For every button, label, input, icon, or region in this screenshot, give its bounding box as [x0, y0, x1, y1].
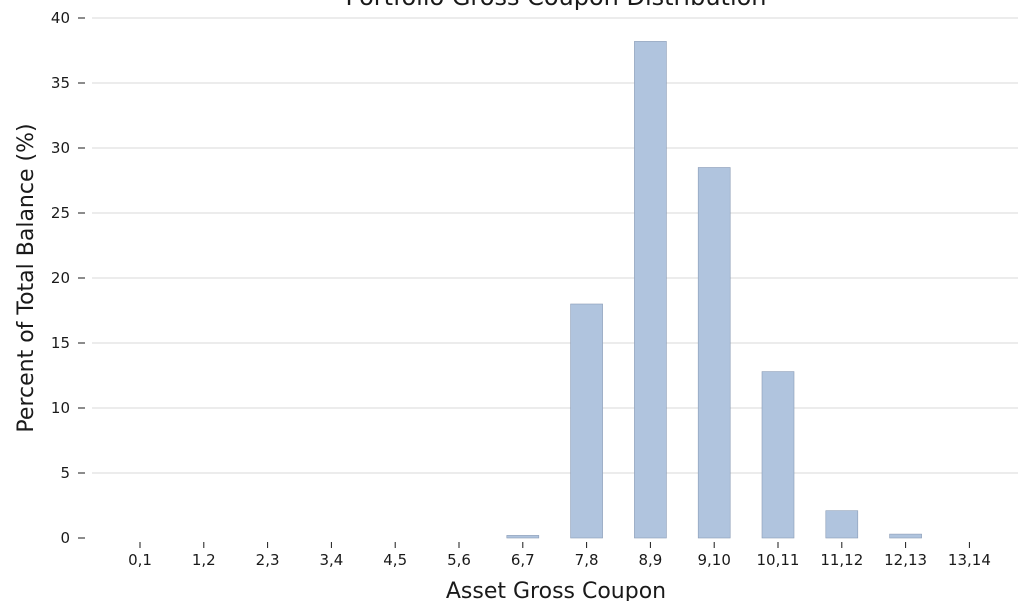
x-tick-label: 3,4 — [319, 551, 343, 569]
y-tick-label: 15 — [51, 334, 70, 352]
y-tick-label: 30 — [51, 139, 70, 157]
x-tick-label: 0,1 — [128, 551, 152, 569]
y-tick-label: 20 — [51, 269, 70, 287]
bar-7-8 — [570, 303, 603, 539]
x-tick-label: 9,10 — [697, 551, 730, 569]
grid-lines — [92, 17, 1018, 474]
bar-8-9 — [634, 41, 667, 539]
chart-title: Portfolio Gross Coupon Distribution — [345, 0, 766, 11]
x-axis-label: Asset Gross Coupon — [446, 579, 666, 601]
x-axis-ticks: 0,1 1,2 2,3 3,4 4,5 5,6 6,7 7,8 8,9 9,10 10,11 11,1… — [128, 542, 991, 569]
x-tick-label: 2,3 — [256, 551, 280, 569]
x-tick-label: 5,6 — [447, 551, 471, 569]
y-tick-label: 35 — [51, 74, 70, 92]
x-tick-label: 13,14 — [948, 551, 991, 569]
x-tick-label: 10,11 — [757, 551, 800, 569]
bars — [506, 41, 922, 539]
x-tick-label: 11,12 — [820, 551, 863, 569]
y-tick-label: 5 — [60, 464, 70, 482]
x-tick-label: 6,7 — [511, 551, 535, 569]
y-tick-label: 10 — [51, 399, 70, 417]
x-tick-label: 4,5 — [383, 551, 407, 569]
bar-6-7 — [506, 535, 540, 539]
x-tick-label: 8,9 — [638, 551, 662, 569]
bar-9-10 — [697, 167, 731, 539]
bar-11-12 — [825, 510, 859, 539]
bar-10-11 — [761, 371, 795, 539]
y-tick-label: 40 — [51, 9, 70, 27]
y-axis-ticks: 0 5 10 15 20 25 30 35 40 — [51, 9, 85, 547]
y-tick-label: 0 — [60, 529, 70, 547]
x-tick-label: 7,8 — [575, 551, 599, 569]
bar-12-13 — [889, 533, 922, 539]
x-tick-label: 12,13 — [884, 551, 927, 569]
y-axis-label: Percent of Total Balance (%) — [14, 123, 39, 432]
x-tick-label: 1,2 — [192, 551, 216, 569]
y-tick-label: 25 — [51, 204, 70, 222]
